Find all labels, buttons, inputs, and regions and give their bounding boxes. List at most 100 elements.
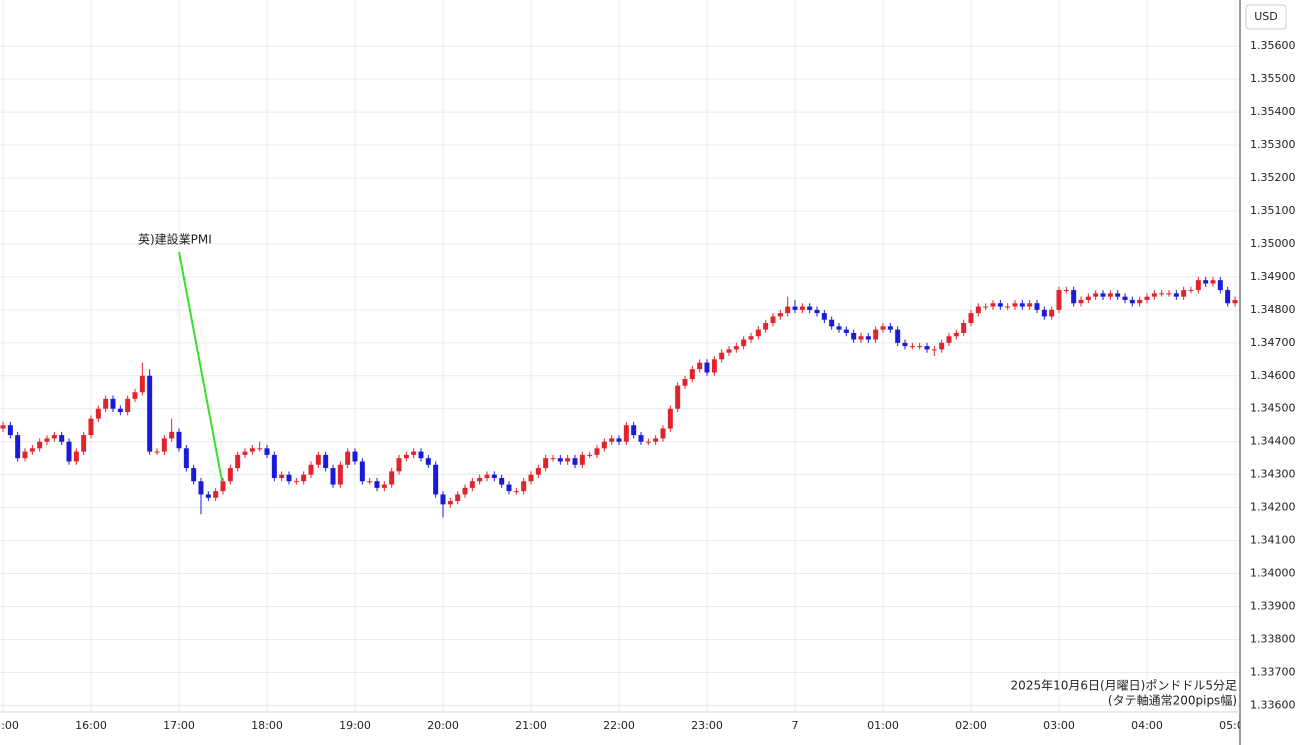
candle-body <box>59 435 65 442</box>
candle-body <box>961 323 967 333</box>
candle-body <box>689 369 695 380</box>
candle-body <box>389 471 395 485</box>
y-tick-label: 1.34200 <box>1250 501 1296 514</box>
x-tick-label: 20:00 <box>427 719 459 732</box>
candle-body <box>1071 290 1077 304</box>
y-tick-label: 1.34800 <box>1250 303 1296 316</box>
candle-body <box>880 326 886 330</box>
y-tick-label: 1.34100 <box>1250 534 1296 547</box>
candle-body <box>1107 293 1113 297</box>
candle-body <box>1100 293 1106 297</box>
candle-body <box>455 494 461 502</box>
x-tick-label: 7 <box>792 719 799 732</box>
x-tick-label: 21:00 <box>515 719 547 732</box>
y-tick-label: 1.35200 <box>1250 171 1296 184</box>
candle-body <box>623 425 629 442</box>
candle-body <box>88 418 94 436</box>
candle-body <box>1005 306 1011 308</box>
chart-note: (タテ軸通常200pips幅) <box>1108 693 1237 708</box>
candle-body <box>946 336 952 343</box>
candle-body <box>902 342 908 347</box>
y-tick-label: 1.35500 <box>1250 72 1296 85</box>
y-tick-label: 1.35100 <box>1250 204 1296 217</box>
candle-body <box>220 481 226 492</box>
candle-body <box>1181 290 1187 297</box>
candle-body <box>836 326 842 330</box>
candle-body <box>469 481 475 488</box>
candle-body <box>1122 296 1128 300</box>
candle-body <box>814 309 820 314</box>
candle-body <box>1093 293 1099 297</box>
candle-body <box>741 339 747 347</box>
y-tick-label: 1.33600 <box>1250 698 1296 711</box>
candle-body <box>183 448 189 469</box>
candle-body <box>0 425 6 429</box>
candle-body <box>1129 299 1135 304</box>
plot-area: 15:00 16:00 17:00 18:00 19:00 20:00 21:00 22:00… <box>0 276 1251 732</box>
candle-body <box>1085 296 1091 300</box>
candle-body <box>675 385 681 409</box>
candle-body <box>821 313 827 320</box>
x-tick-label: 05:00 <box>1219 719 1251 732</box>
x-tick-label: 17:00 <box>163 719 195 732</box>
candle-body <box>433 464 439 495</box>
candle-body <box>477 477 483 482</box>
candle-body <box>851 332 857 340</box>
candle-body <box>565 458 571 462</box>
candle-body <box>147 375 153 452</box>
y-tick-label: 1.33800 <box>1250 632 1296 645</box>
candle-body <box>711 359 717 373</box>
candle-body <box>550 458 556 460</box>
candle-body <box>953 332 959 337</box>
candle-body <box>587 454 593 456</box>
candle-body <box>917 346 923 348</box>
candle-body <box>601 441 607 449</box>
candle-body <box>271 454 277 478</box>
candle-body <box>1151 293 1157 297</box>
candle-body <box>682 379 688 386</box>
candle-body <box>1063 290 1069 292</box>
candle-body <box>968 313 974 324</box>
candle-body <box>264 448 270 455</box>
candle-body <box>873 329 879 340</box>
candle-body <box>425 458 431 465</box>
candle-body <box>843 329 849 333</box>
candle-body <box>323 454 329 469</box>
candle-body <box>139 375 145 393</box>
y-tick-label: 1.34000 <box>1250 567 1296 580</box>
candle-body <box>440 494 446 505</box>
currency-label: USD <box>1254 10 1278 23</box>
candle-body <box>667 408 673 429</box>
candle-body <box>1019 303 1025 307</box>
candle-body <box>22 451 28 459</box>
candle-body <box>352 451 358 462</box>
candle-body <box>132 392 138 399</box>
candle-body <box>983 306 989 308</box>
candle-body <box>865 336 871 340</box>
candle-body <box>491 474 497 478</box>
x-tick-label: 22:00 <box>603 719 635 732</box>
candle-body <box>257 448 263 450</box>
x-tick-label: 02:00 <box>955 719 987 732</box>
annotation: 英)建設業PMI <box>138 232 212 247</box>
candle-body <box>1115 293 1121 297</box>
candle-body <box>418 451 424 459</box>
y-tick-label: 1.34400 <box>1250 435 1296 448</box>
candle-body <box>990 303 996 307</box>
candle-body <box>653 438 659 442</box>
candle-body <box>572 458 578 465</box>
y-tick-label: 1.34300 <box>1250 468 1296 481</box>
candle-body <box>748 336 754 340</box>
candle-body <box>557 458 563 462</box>
candle-body <box>763 323 769 330</box>
y-tick-label: 1.35300 <box>1250 138 1296 151</box>
candle-body <box>1210 280 1216 284</box>
currency-button[interactable] <box>1245 4 1287 30</box>
candle-body <box>242 451 248 455</box>
candle-body <box>1217 280 1223 291</box>
y-tick-label: 1.33700 <box>1250 665 1296 678</box>
candle-body <box>227 468 233 482</box>
candle-body <box>975 306 981 314</box>
candle-body <box>997 303 1003 307</box>
candle-body <box>161 438 167 452</box>
